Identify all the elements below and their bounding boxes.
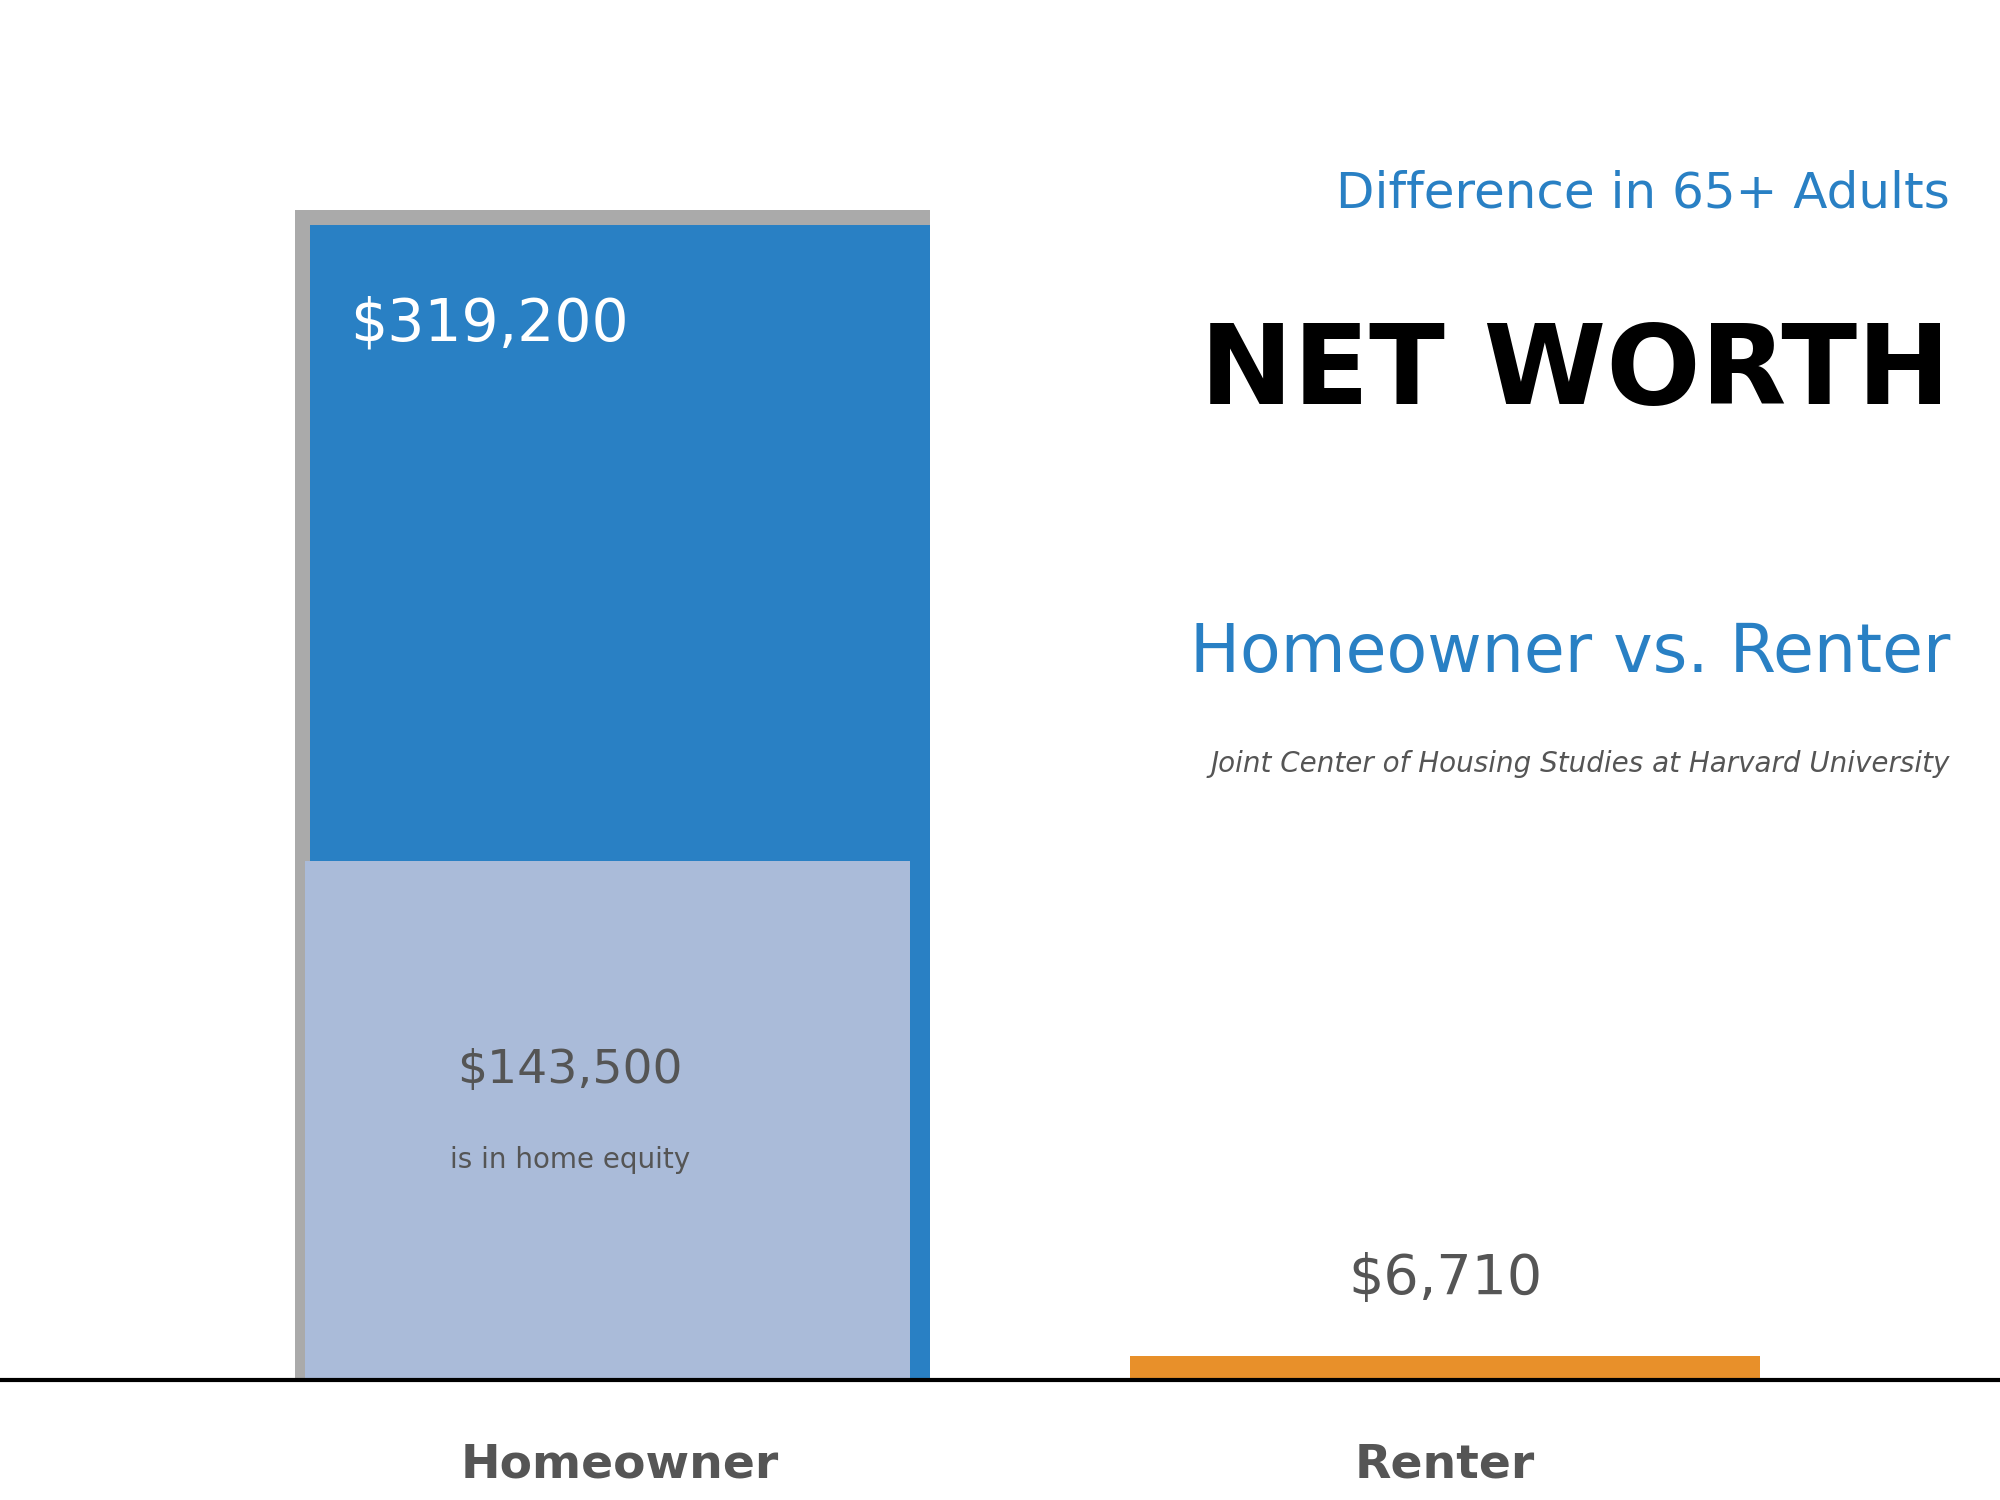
Bar [296, 210, 930, 225]
Text: $6,710: $6,710 [1348, 1251, 1542, 1305]
Text: $319,200: $319,200 [350, 296, 628, 352]
Text: Joint Center of Housing Studies at Harvard University: Joint Center of Housing Studies at Harva… [1210, 750, 1950, 778]
Text: Renter: Renter [1354, 1443, 1536, 1488]
Text: is in home equity: is in home equity [450, 1146, 690, 1174]
Text: NET WORTH: NET WORTH [1200, 320, 1950, 428]
Bar [1130, 1356, 1760, 1380]
Bar [310, 225, 930, 1380]
Text: Homeowner vs. Renter: Homeowner vs. Renter [1190, 620, 1950, 686]
Bar [296, 225, 310, 1380]
Text: $143,500: $143,500 [458, 1048, 682, 1094]
Text: Difference in 65+ Adults: Difference in 65+ Adults [1336, 170, 1950, 217]
Bar [304, 861, 910, 1380]
Text: Homeowner: Homeowner [460, 1443, 780, 1488]
